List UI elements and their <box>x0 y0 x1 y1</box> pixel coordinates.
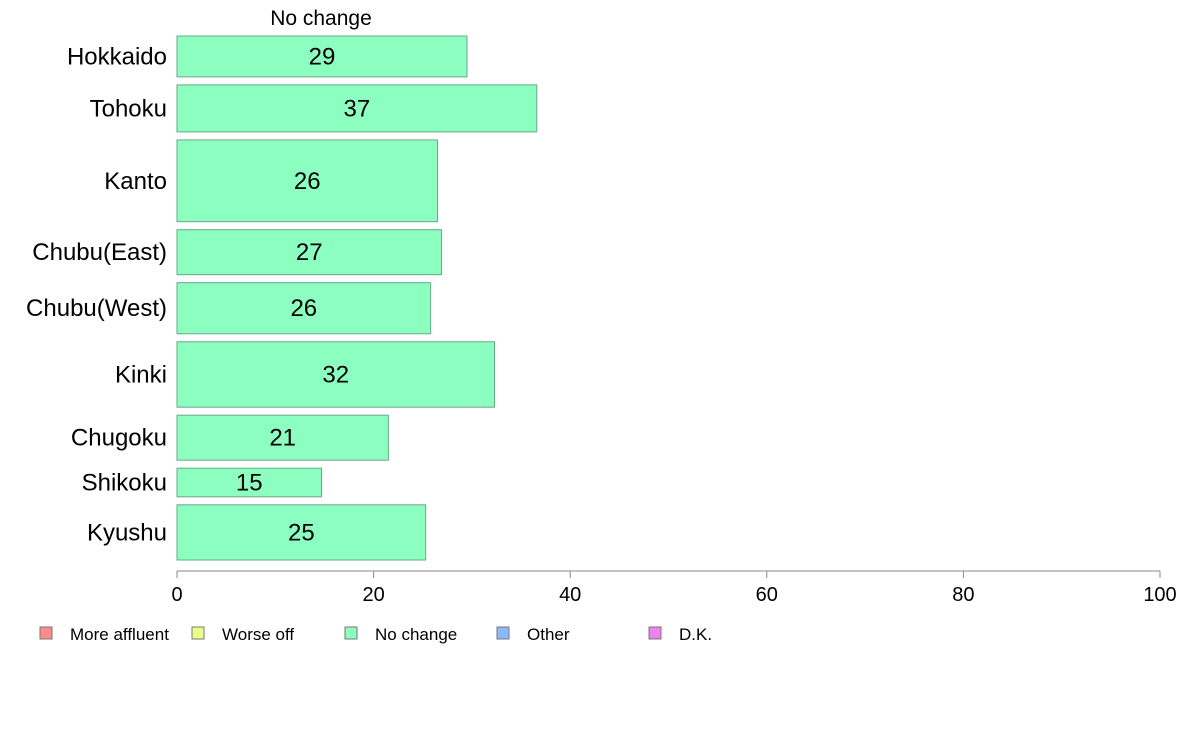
legend-swatch <box>344 626 358 640</box>
category-label: Kinki <box>115 361 167 388</box>
bars-group: Hokkaido 29 Tohoku 37 Kanto 26 Chubu(East) 27 Ch… <box>26 35 538 561</box>
bar-kanto <box>176 139 438 223</box>
data-label: 32 <box>322 361 349 388</box>
legend-label: Worse off <box>222 625 294 644</box>
category-label: Chugoku <box>71 425 167 452</box>
data-label: 21 <box>269 425 296 452</box>
data-label: 37 <box>344 95 371 122</box>
category-label: Kanto <box>104 168 167 195</box>
legend: More affluent Worse off No change Other D.K. <box>39 625 712 644</box>
x-tick-label: 60 <box>756 584 778 606</box>
data-label: 29 <box>309 43 336 70</box>
bar-kinki <box>176 341 496 408</box>
series-label: No change <box>270 7 372 30</box>
x-tick-label: 0 <box>171 584 182 606</box>
x-tick-label: 40 <box>559 584 581 606</box>
bar-shikoku <box>176 467 322 498</box>
bar-chubu-east <box>176 229 442 276</box>
data-label: 15 <box>236 469 263 496</box>
bar-hokkaido <box>176 35 468 78</box>
bar-chugoku <box>176 414 389 461</box>
bar-chubu-west <box>176 282 432 335</box>
data-label: 27 <box>296 239 323 266</box>
legend-label: D.K. <box>679 625 712 644</box>
bar-kyushu <box>176 504 427 561</box>
x-tick-label: 20 <box>362 584 384 606</box>
legend-swatch <box>648 626 662 640</box>
legend-label: More affluent <box>70 625 169 644</box>
category-label: Hokkaido <box>67 43 167 70</box>
category-label: Tohoku <box>90 95 167 122</box>
category-label: Chubu(East) <box>32 239 167 266</box>
x-tick-label: 80 <box>952 584 974 606</box>
data-label: 26 <box>294 168 321 195</box>
x-tick-label: 100 <box>1143 584 1176 606</box>
category-label: Chubu(West) <box>26 295 167 322</box>
bar-tohoku <box>176 84 538 133</box>
data-label: 26 <box>290 295 317 322</box>
legend-label: Other <box>527 625 570 644</box>
legend-swatch <box>496 626 510 640</box>
data-label: 25 <box>288 519 315 546</box>
legend-swatch <box>191 626 205 640</box>
x-axis-ticks: 0 20 40 60 80 100 <box>171 571 1177 606</box>
category-label: Shikoku <box>82 469 167 496</box>
legend-swatch <box>39 626 53 640</box>
legend-label: No change <box>375 625 457 644</box>
category-label: Kyushu <box>87 519 167 546</box>
